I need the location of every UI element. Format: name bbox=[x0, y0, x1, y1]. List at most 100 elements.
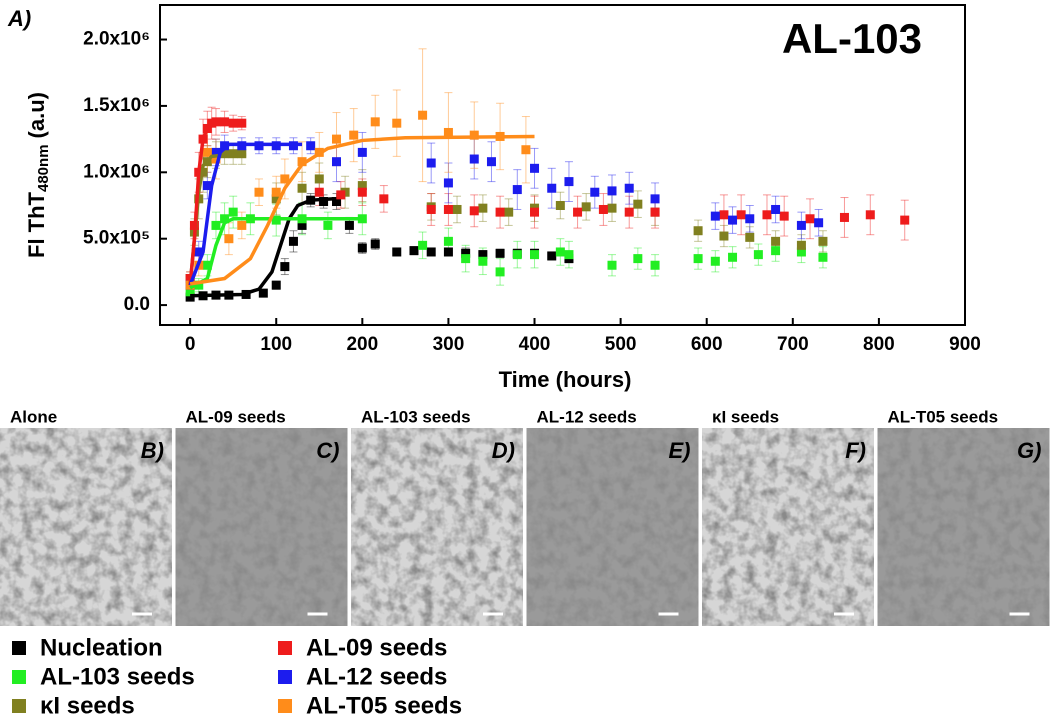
data-point bbox=[633, 254, 643, 264]
data-point bbox=[564, 177, 574, 187]
data-point bbox=[719, 210, 729, 220]
data-point bbox=[650, 260, 660, 270]
data-point bbox=[202, 147, 212, 157]
data-point bbox=[452, 204, 462, 214]
legend-label: AL-09 seeds bbox=[306, 634, 447, 661]
data-point bbox=[607, 186, 617, 196]
data-point bbox=[478, 250, 488, 260]
panel-label: D) bbox=[492, 438, 515, 463]
legend-swatch bbox=[278, 670, 292, 684]
data-point bbox=[194, 247, 204, 257]
data-point bbox=[469, 154, 479, 164]
data-point bbox=[796, 247, 806, 257]
data-point bbox=[650, 207, 660, 217]
data-point bbox=[409, 246, 419, 256]
fit-curve bbox=[189, 134, 535, 286]
panel-title: Alone bbox=[10, 407, 57, 426]
data-point bbox=[530, 250, 540, 260]
data-point bbox=[392, 118, 402, 128]
legend-label: AL-T05 seeds bbox=[306, 692, 462, 719]
panel-title: AL-09 seeds bbox=[186, 407, 286, 426]
data-point bbox=[607, 203, 617, 213]
y-tick-label: 1.5x10⁶ bbox=[83, 95, 150, 116]
data-point bbox=[185, 287, 195, 297]
data-point bbox=[443, 236, 453, 246]
data-point bbox=[336, 190, 346, 200]
data-point bbox=[865, 210, 875, 220]
data-point bbox=[357, 243, 367, 253]
panel-label: B) bbox=[141, 438, 164, 463]
data-point bbox=[443, 204, 453, 214]
data-point bbox=[547, 183, 557, 193]
data-point bbox=[319, 197, 329, 207]
panel-label: F) bbox=[845, 438, 866, 463]
data-point bbox=[814, 218, 824, 228]
data-point bbox=[555, 247, 565, 257]
data-point bbox=[818, 236, 828, 246]
data-point bbox=[598, 204, 608, 214]
data-point bbox=[220, 141, 230, 151]
panel-label: A) bbox=[7, 6, 31, 31]
data-point bbox=[357, 187, 367, 197]
data-point bbox=[314, 174, 324, 184]
data-point bbox=[297, 183, 307, 193]
data-point bbox=[443, 247, 453, 257]
data-point bbox=[486, 157, 496, 167]
data-point bbox=[736, 210, 746, 220]
data-point bbox=[530, 207, 540, 217]
micrograph bbox=[877, 428, 1050, 626]
data-point bbox=[211, 154, 221, 164]
y-label-unit: (a.u) bbox=[24, 92, 49, 138]
data-point bbox=[796, 220, 806, 230]
micrograph bbox=[0, 428, 172, 626]
x-axis-label: Time (hours) bbox=[499, 367, 632, 392]
x-tick-label: 500 bbox=[605, 334, 637, 355]
data-point bbox=[624, 207, 634, 217]
data-point bbox=[573, 207, 583, 217]
y-label-sub: 480nm bbox=[35, 144, 52, 192]
data-point bbox=[728, 252, 738, 262]
y-tick-label: 2.0x10⁶ bbox=[83, 29, 150, 50]
data-point bbox=[271, 194, 281, 204]
data-point bbox=[211, 220, 221, 230]
data-point bbox=[220, 214, 230, 224]
y-tick-label: 5.0x10⁵ bbox=[83, 228, 150, 249]
data-point bbox=[426, 247, 436, 257]
panel-title: AL-T05 seeds bbox=[888, 407, 999, 426]
data-point bbox=[461, 248, 471, 258]
data-point bbox=[495, 207, 505, 217]
data-point bbox=[224, 234, 234, 244]
x-tick-label: 300 bbox=[433, 334, 465, 355]
data-point bbox=[258, 288, 268, 298]
x-tick-label: 600 bbox=[691, 334, 723, 355]
data-point bbox=[357, 181, 367, 191]
panel-title: AL-103 seeds bbox=[361, 407, 471, 426]
data-point bbox=[202, 260, 212, 270]
data-point bbox=[710, 256, 720, 266]
data-point bbox=[288, 236, 298, 246]
data-point bbox=[693, 254, 703, 264]
legend-swatch bbox=[12, 641, 26, 655]
x-tick-label: 200 bbox=[346, 334, 378, 355]
data-point bbox=[426, 204, 436, 214]
data-point bbox=[185, 292, 195, 302]
data-point bbox=[771, 236, 781, 246]
data-point bbox=[228, 207, 238, 217]
data-point bbox=[426, 158, 436, 168]
data-point bbox=[530, 163, 540, 173]
legend-label: κI seeds bbox=[40, 692, 135, 719]
data-point bbox=[512, 185, 522, 195]
x-tick-label: 400 bbox=[519, 334, 551, 355]
micrograph bbox=[702, 428, 874, 626]
panel-label: G) bbox=[1017, 438, 1041, 463]
data-point bbox=[392, 247, 402, 257]
plot-frame bbox=[159, 4, 966, 326]
y-tick-label: 1.0x10⁶ bbox=[83, 161, 150, 182]
data-point bbox=[469, 130, 479, 140]
data-point bbox=[271, 280, 281, 290]
data-point bbox=[314, 187, 324, 197]
data-point bbox=[331, 197, 341, 207]
legend-label: AL-103 seeds bbox=[40, 663, 195, 690]
data-point bbox=[495, 267, 505, 277]
